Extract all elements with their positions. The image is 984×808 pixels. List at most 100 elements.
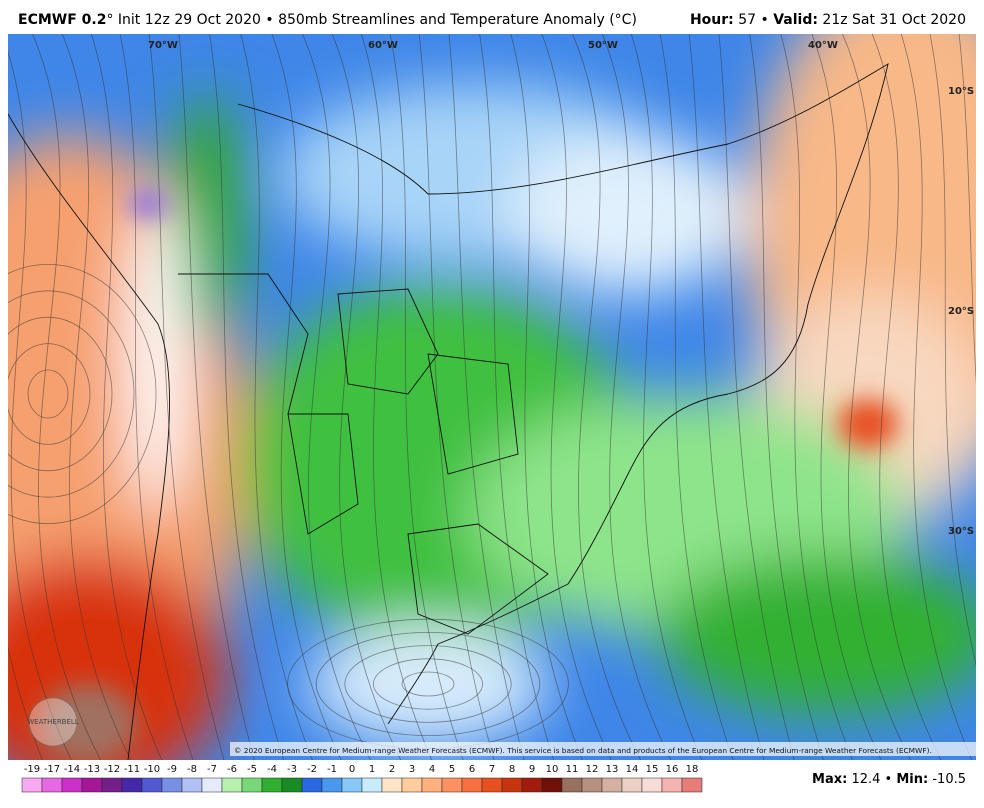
colorbar-label: -19 — [24, 764, 40, 775]
colorbar-swatch — [181, 777, 203, 793]
degree: ° — [106, 12, 114, 28]
colorbar-swatch — [281, 777, 303, 793]
streamline — [178, 34, 255, 760]
colorbar-swatch — [261, 777, 283, 793]
colorbar-swatch — [321, 777, 343, 793]
colorbar-swatch — [401, 777, 423, 793]
colorbar-label: -12 — [104, 764, 120, 775]
streamline — [571, 34, 642, 760]
streamline — [344, 645, 512, 723]
streamline — [240, 34, 313, 760]
product: 850mb Streamlines and Temperature Anomal… — [278, 12, 637, 28]
colorbar-swatch — [581, 777, 603, 793]
colorbar-label: 15 — [646, 764, 659, 775]
colorbar: -19 -17 -14 -13 -12 -11 -10 -9 -8 -7 -6 -5 -4 -3 -2 -1 0… — [21, 764, 703, 793]
streamline — [301, 34, 372, 760]
colorbar-swatch — [141, 777, 163, 793]
streamline — [8, 343, 91, 445]
colorbar-label: -7 — [207, 764, 217, 775]
separator: • — [884, 772, 893, 787]
streamline — [8, 290, 135, 498]
colorbar-label: -10 — [144, 764, 160, 775]
hour: 57 — [738, 12, 757, 28]
colorbar-swatch — [21, 777, 43, 793]
colorbar-swatch — [641, 777, 663, 793]
streamline — [479, 34, 555, 760]
colorbar-swatch — [441, 777, 463, 793]
colorbar-swatch — [161, 777, 183, 793]
colorbar-swatch — [361, 777, 383, 793]
header: ECMWF 0.2° Init 12z 29 Oct 2020 • 850mb … — [0, 0, 984, 34]
colorbar-label: -8 — [187, 764, 197, 775]
header-right: Hour: 57 • Valid: 21z Sat 31 Oct 2020 — [690, 12, 966, 28]
lat-label: 30°S — [948, 526, 974, 537]
streamline — [841, 34, 912, 760]
colorbar-swatch — [101, 777, 123, 793]
colorbar-swatch — [341, 777, 363, 793]
logo-mark — [28, 697, 78, 747]
colorbar-swatch — [81, 777, 103, 793]
streamline — [718, 34, 795, 760]
colorbar-label: 12 — [586, 764, 599, 775]
colorbar-label: -2 — [307, 764, 317, 775]
logo: WEATHERBELL — [27, 718, 79, 726]
colorbar-swatch — [241, 777, 263, 793]
lat-label: 20°S — [948, 306, 974, 317]
streamline — [780, 34, 853, 760]
colorbar-swatch — [661, 777, 683, 793]
map: 70°W 60°W 50°W 40°W 10°S 20°S 30°S WEATH… — [8, 34, 976, 760]
colorbar-swatch — [501, 777, 523, 793]
colorbar-swatch — [521, 777, 543, 793]
streamline — [601, 34, 672, 760]
field — [8, 34, 976, 760]
min: -10.5 — [932, 772, 966, 787]
colorbar-label: 5 — [449, 764, 455, 775]
colorbar-label: -3 — [287, 764, 297, 775]
streamline — [448, 34, 525, 760]
header-left: ECMWF 0.2° Init 12z 29 Oct 2020 • 850mb … — [18, 12, 637, 28]
colorbar-label: 0 — [349, 764, 355, 775]
colorbar-label: 9 — [529, 764, 535, 775]
valid: 21z Sat 31 Oct 2020 — [822, 12, 966, 28]
colorbar-label: 18 — [686, 764, 699, 775]
colorbar-label: 2 — [389, 764, 395, 775]
streamline — [360, 34, 433, 760]
streamline — [389, 34, 464, 760]
colorbar-label: -13 — [84, 764, 100, 775]
lon-label: 70°W — [148, 40, 178, 51]
streamline — [271, 34, 342, 760]
streamline — [929, 34, 976, 667]
colorbar-label: -9 — [167, 764, 177, 775]
lon-label: 60°W — [368, 40, 398, 51]
colorbar-label: 6 — [469, 764, 475, 775]
lon-label: 50°W — [588, 40, 618, 51]
streamline — [900, 34, 973, 760]
colorbar-swatch — [121, 777, 143, 793]
streamline — [958, 34, 976, 386]
streamline — [630, 34, 703, 760]
colorbar-swatch — [61, 777, 83, 793]
streamline — [119, 34, 194, 760]
max-label: Max: — [812, 772, 848, 787]
colorbar-swatch — [461, 777, 483, 793]
lon-label: 40°W — [808, 40, 838, 51]
colorbar-swatch — [621, 777, 643, 793]
init: Init 12z 29 Oct 2020 — [117, 12, 261, 28]
colorbar-swatch — [601, 777, 623, 793]
streamline — [811, 34, 882, 760]
colorbar-swatch — [201, 777, 223, 793]
colorbar-label: 10 — [546, 764, 559, 775]
colorbar-label: -4 — [267, 764, 277, 775]
streamline — [31, 34, 102, 760]
colorbar-label: -17 — [44, 764, 60, 775]
colorbar-label: 3 — [409, 764, 415, 775]
streamline — [61, 34, 132, 760]
colorbar-swatch — [541, 777, 563, 793]
separator: • — [265, 12, 274, 28]
streamline — [418, 34, 495, 760]
streamline — [8, 264, 157, 524]
streamline — [8, 316, 113, 472]
colorbar-label: -14 — [64, 764, 80, 775]
colorbar-label: 16 — [666, 764, 679, 775]
colorbar-label: 11 — [566, 764, 579, 775]
